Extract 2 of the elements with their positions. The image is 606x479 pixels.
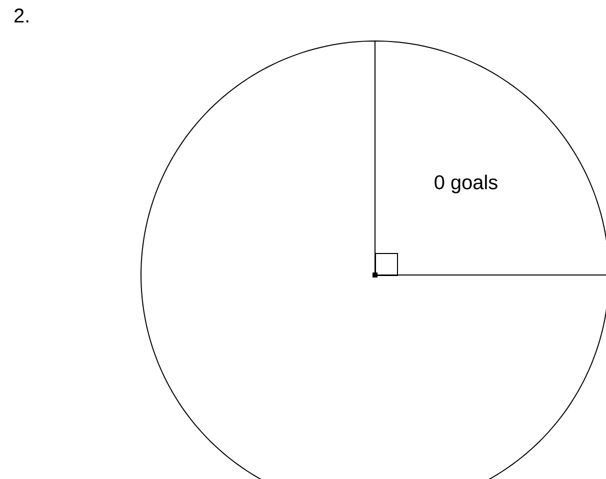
chart-title: 2. xyxy=(14,8,28,22)
slice-label: 0 goals xyxy=(434,174,498,194)
